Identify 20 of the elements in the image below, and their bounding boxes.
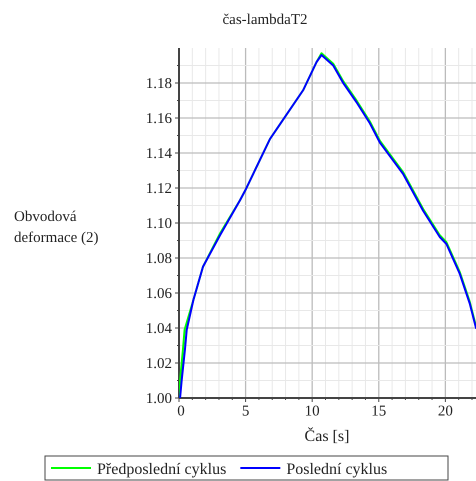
y-tick-label: 1.08 (146, 250, 172, 267)
x-axis-title: Čas [s] (304, 427, 350, 445)
chart-title: čas-lambdaT2 (222, 12, 308, 28)
x-tick-label: 10 (304, 404, 320, 420)
y-tick-label: 1.18 (146, 76, 172, 92)
y-tick-label: 1.14 (146, 146, 172, 162)
y-axis-title: Obvodová deformace (2) (14, 209, 99, 246)
y-tick-label: 1.04 (146, 320, 172, 337)
y-tick-label: 1.16 (146, 110, 172, 127)
y-tick-label: 1.02 (146, 356, 172, 372)
x-tick-label: 0 (177, 404, 185, 420)
legend-label: Poslední cyklus (286, 461, 388, 478)
y-tick-label: 1.10 (146, 216, 172, 232)
x-tick-label: 20 (438, 404, 453, 420)
y-tick-label: 1.00 (146, 390, 172, 407)
x-tick-label: 5 (242, 404, 250, 420)
legend-label: Předposlední cyklus (97, 461, 226, 478)
x-tick-label: 15 (371, 404, 386, 420)
y-tick-label: 1.06 (146, 286, 172, 302)
y-tick-label: 1.12 (146, 180, 172, 197)
